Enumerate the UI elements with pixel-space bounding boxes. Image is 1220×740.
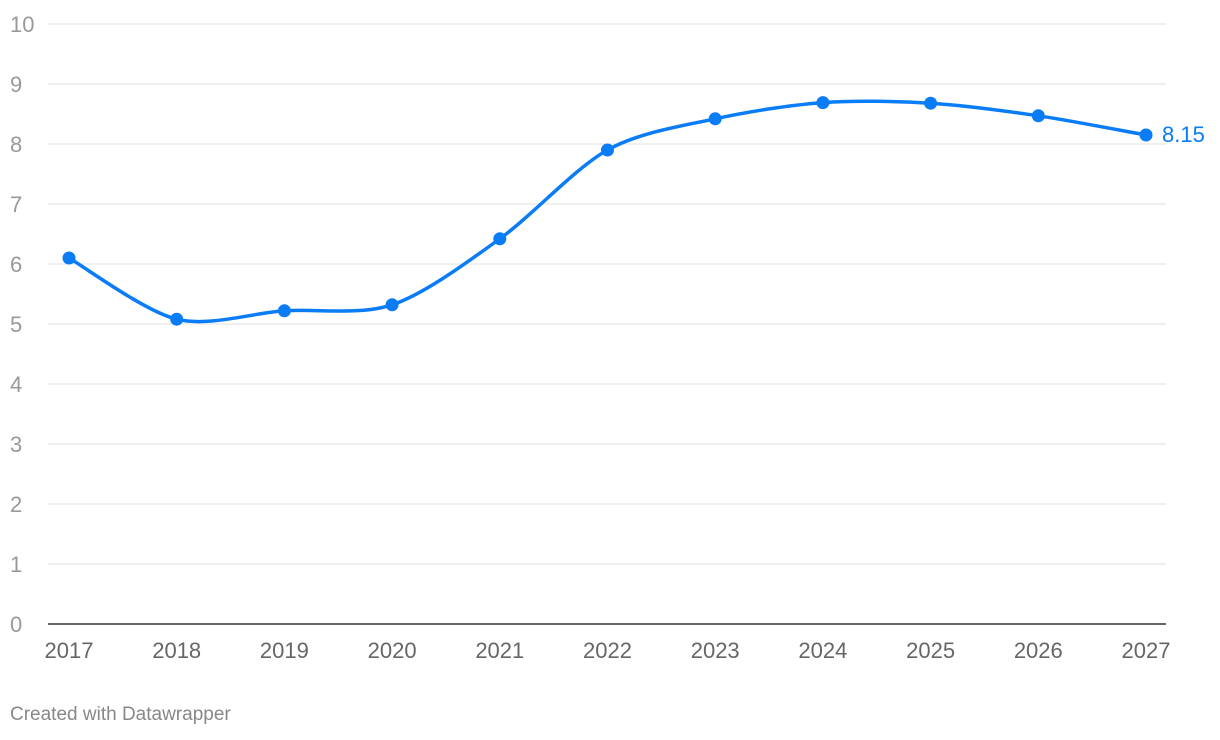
data-point <box>924 96 938 110</box>
y-tick-label: 2 <box>10 492 22 517</box>
x-axis-ticks: 2017 2018 2019 2020 2021 2022 2023 2024 2025 2026… <box>45 638 1171 663</box>
y-tick-label: 5 <box>10 312 22 337</box>
y-tick-label: 3 <box>10 432 22 457</box>
x-tick-label: 2026 <box>1014 638 1063 663</box>
x-tick-label: 2019 <box>260 638 309 663</box>
data-point <box>601 143 614 157</box>
data-point <box>1031 109 1045 123</box>
footer-credit: Created with Datawrapper <box>10 704 231 725</box>
y-tick-label: 9 <box>10 72 22 97</box>
data-point <box>62 251 76 265</box>
x-tick-label: 2018 <box>152 638 201 663</box>
y-tick-label: 6 <box>10 252 22 277</box>
y-tick-label: 7 <box>10 192 22 217</box>
y-tick-label: 0 <box>10 612 22 637</box>
y-axis-ticks: 0 1 2 3 4 5 6 7 8 9 10 <box>10 12 34 637</box>
data-labels: 8.15 <box>1162 122 1205 147</box>
x-tick-label: 2024 <box>798 638 847 663</box>
x-tick-label: 2025 <box>906 638 955 663</box>
data-point <box>1139 128 1153 142</box>
x-tick-label: 2020 <box>368 638 417 663</box>
gridlines <box>48 23 1166 625</box>
data-point <box>277 304 291 318</box>
x-tick-label: 2017 <box>45 638 94 663</box>
x-tick-label: 2027 <box>1122 638 1171 663</box>
y-tick-label: 4 <box>10 372 22 397</box>
x-tick-label: 2022 <box>583 638 632 663</box>
y-tick-label: 1 <box>10 552 22 577</box>
series-line <box>67 99 1148 324</box>
series-layer <box>62 96 1153 326</box>
data-point <box>170 312 184 326</box>
y-tick-label: 10 <box>10 12 34 37</box>
data-point <box>385 298 399 312</box>
data-point <box>708 112 722 126</box>
data-label: 8.15 <box>1162 122 1205 147</box>
y-tick-label: 8 <box>10 132 22 157</box>
x-tick-label: 2021 <box>475 638 524 663</box>
x-tick-label: 2023 <box>691 638 740 663</box>
data-point <box>493 232 507 246</box>
data-point <box>816 96 830 110</box>
